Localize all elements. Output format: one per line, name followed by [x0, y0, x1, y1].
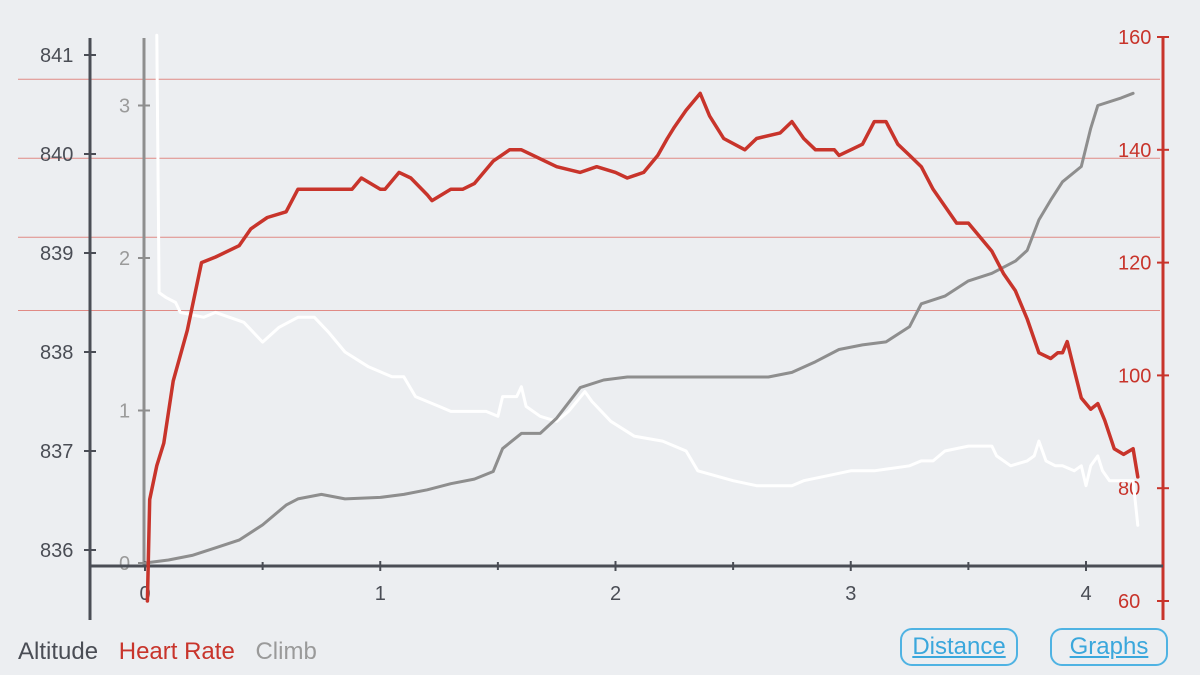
- heart-rate-tick-label: 120: [1118, 253, 1151, 275]
- series-heart-rate: [145, 91, 1140, 603]
- altitude-tick-label: 838: [40, 342, 73, 364]
- x-tick-label: 3: [845, 583, 856, 605]
- altitude-tick-label: 841: [40, 45, 73, 67]
- heart-rate-tick-label: 140: [1118, 140, 1151, 162]
- climb-tick-label: 0: [119, 553, 130, 575]
- heart-rate-tick-label: 60: [1118, 591, 1140, 613]
- climb-tick-label: 1: [119, 401, 130, 423]
- legend-altitude: Altitude: [18, 638, 99, 665]
- climb-tick-label: 2: [119, 248, 130, 270]
- heart-rate-tick-label: 160: [1118, 27, 1151, 49]
- x-tick-label: 4: [1080, 583, 1091, 605]
- altitude-tick-label: 840: [40, 144, 73, 166]
- altitude-tick-label: 839: [40, 243, 73, 265]
- series-climb: [143, 91, 1135, 565]
- x-tick-label: 0: [139, 583, 150, 605]
- climb-tick-label: 3: [119, 96, 130, 118]
- legend-climb: Climb: [255, 638, 317, 665]
- graphs-button[interactable]: Graphs: [1050, 628, 1168, 666]
- altitude-tick-label: 837: [40, 441, 73, 463]
- heart-rate-tick-label: 100: [1118, 365, 1151, 387]
- legend-heart-rate: Heart Rate: [118, 638, 235, 665]
- legend: Altitude Heart Rate Climb: [18, 638, 331, 666]
- distance-button[interactable]: Distance: [900, 628, 1018, 666]
- x-tick-label: 1: [375, 583, 386, 605]
- series-altitude: [155, 33, 1140, 527]
- x-tick-label: 2: [610, 583, 621, 605]
- altitude-tick-label: 836: [40, 540, 73, 562]
